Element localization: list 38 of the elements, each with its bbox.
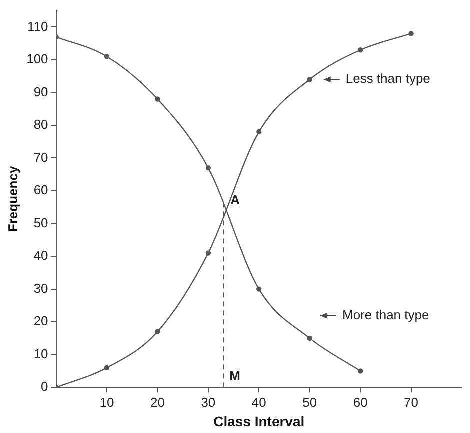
annotation: A [230, 192, 241, 208]
y-tick-label: 70 [34, 150, 48, 165]
x-tick-label: 20 [150, 394, 165, 410]
point [206, 165, 212, 171]
x-tick-label: 40 [252, 394, 266, 410]
y-tick-label: 20 [34, 314, 48, 329]
point [408, 31, 414, 36]
point [155, 329, 160, 334]
y-tick-label: 0 [41, 379, 48, 394]
x-tick-label: 60 [353, 394, 368, 410]
y-tick-label: 40 [34, 248, 48, 264]
y-tick-label: 100 [26, 52, 48, 67]
point [307, 77, 312, 82]
point [104, 54, 110, 60]
y-tick-label: 60 [34, 182, 48, 198]
y-tick-label: 110 [28, 18, 48, 34]
point [104, 365, 110, 371]
x-tick-label: 50 [302, 394, 318, 410]
y-tick-label: 10 [34, 346, 48, 362]
x-tick-label: 70 [404, 394, 419, 410]
x-axis-title: Class Interval [214, 413, 305, 430]
x-tick-label: 10 [100, 394, 114, 410]
x-tick-label: 30 [201, 394, 216, 410]
point [307, 336, 312, 342]
point [358, 48, 364, 53]
point [256, 129, 262, 135]
ref-line-label: M [230, 368, 240, 384]
y-axis-title: Frequency [5, 166, 20, 232]
point [206, 250, 212, 256]
y-tick-label: 90 [34, 84, 48, 100]
point [358, 368, 364, 374]
point [155, 96, 160, 102]
point [256, 286, 262, 292]
y-tick-label: 30 [34, 280, 48, 296]
annotation: Less than type [346, 71, 430, 86]
y-tick-label: 50 [34, 215, 48, 230]
y-tick-label: 80 [34, 117, 48, 132]
annotation: More than type [342, 307, 430, 322]
